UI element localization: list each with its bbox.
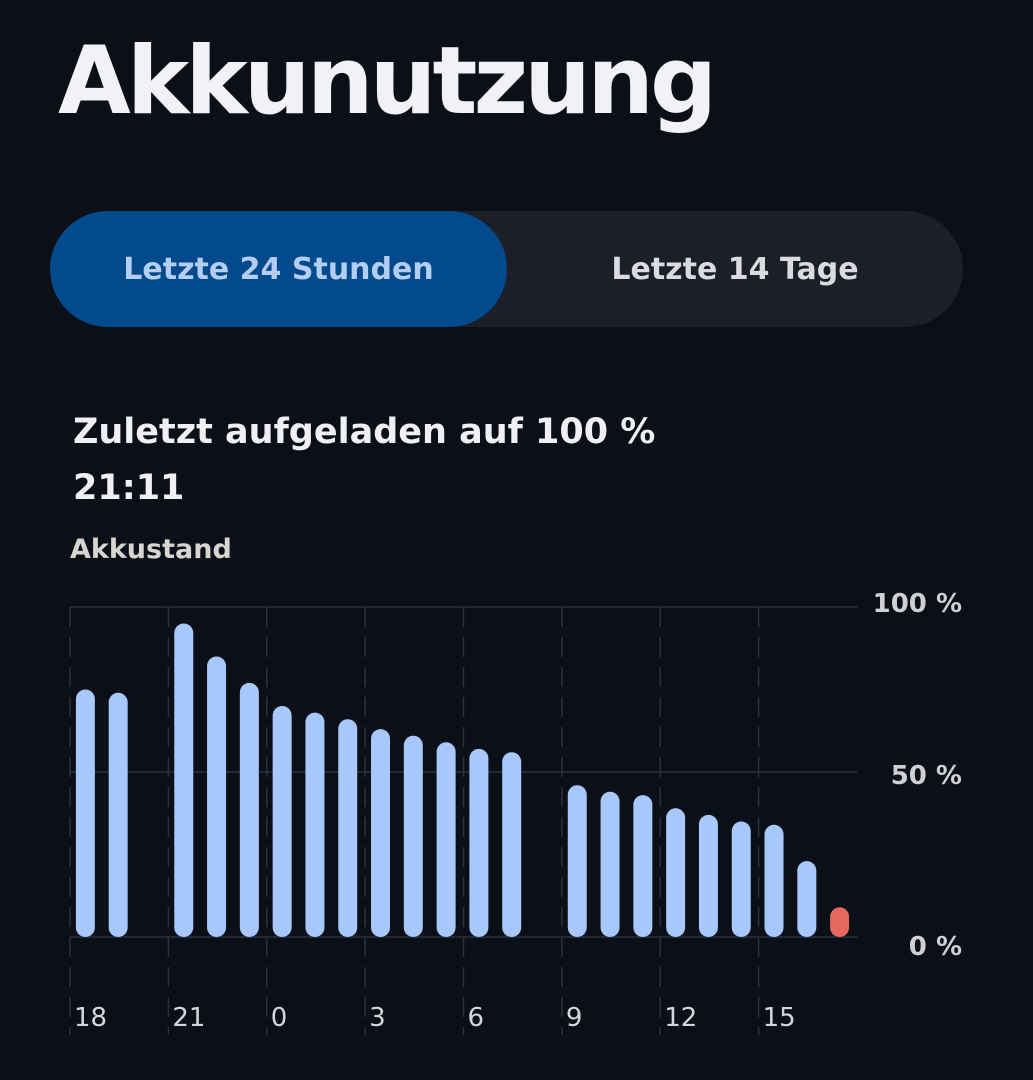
x-tick-label: 6 xyxy=(468,1003,485,1033)
chart-bar xyxy=(469,748,489,937)
last-charge-text: Zuletzt aufgeladen auf 100 % xyxy=(73,412,656,452)
chart-bar xyxy=(764,824,784,937)
page-title: Akkunutzung xyxy=(58,27,717,136)
x-tick-label: 9 xyxy=(566,1003,583,1033)
battery-level-chart: 100 % 50 % 0 % 18 21 0 3 6 9 12 15 xyxy=(69,589,962,1035)
chart-bar xyxy=(502,752,522,937)
chart-bar-current xyxy=(830,907,850,937)
tab-last-14-days[interactable]: Letzte 14 Tage xyxy=(611,251,859,287)
chart-bar xyxy=(174,623,194,937)
time-range-selector: Letzte 24 Stunden Letzte 14 Tage xyxy=(50,211,963,327)
last-charge-time: 21:11 xyxy=(73,468,185,508)
chart-bar xyxy=(403,735,423,937)
x-tick-label: 18 xyxy=(74,1003,107,1033)
chart-bar xyxy=(305,712,325,937)
x-tick-label: 12 xyxy=(664,1003,697,1033)
chart-bar xyxy=(371,729,391,937)
chart-bar xyxy=(436,742,456,937)
chart-bar xyxy=(239,682,259,937)
x-tick-label: 3 xyxy=(369,1003,386,1033)
chart-bar xyxy=(207,656,227,937)
chart-bar xyxy=(108,692,128,937)
chart-bar xyxy=(338,719,358,937)
chart-bar xyxy=(698,814,718,937)
chart-bar xyxy=(567,785,587,937)
x-tick-label: 15 xyxy=(763,1003,796,1033)
last-charge-info: Zuletzt aufgeladen auf 100 % 21:11 xyxy=(73,404,655,516)
chart-bar xyxy=(75,689,95,937)
chart-bar xyxy=(633,795,653,937)
chart-bar xyxy=(600,791,620,937)
chart-label: Akkustand xyxy=(70,534,232,565)
chart-bar xyxy=(666,808,686,937)
y-tick-label: 100 % xyxy=(873,589,962,619)
chart-bar xyxy=(272,706,292,937)
x-tick-label: 21 xyxy=(172,1003,205,1033)
tab-last-24-hours[interactable]: Letzte 24 Stunden xyxy=(50,211,507,327)
y-tick-label: 0 % xyxy=(909,932,962,962)
chart-bar xyxy=(731,821,751,937)
x-tick-label: 0 xyxy=(271,1003,288,1033)
y-tick-label: 50 % xyxy=(891,761,962,791)
chart-bar xyxy=(797,861,817,937)
